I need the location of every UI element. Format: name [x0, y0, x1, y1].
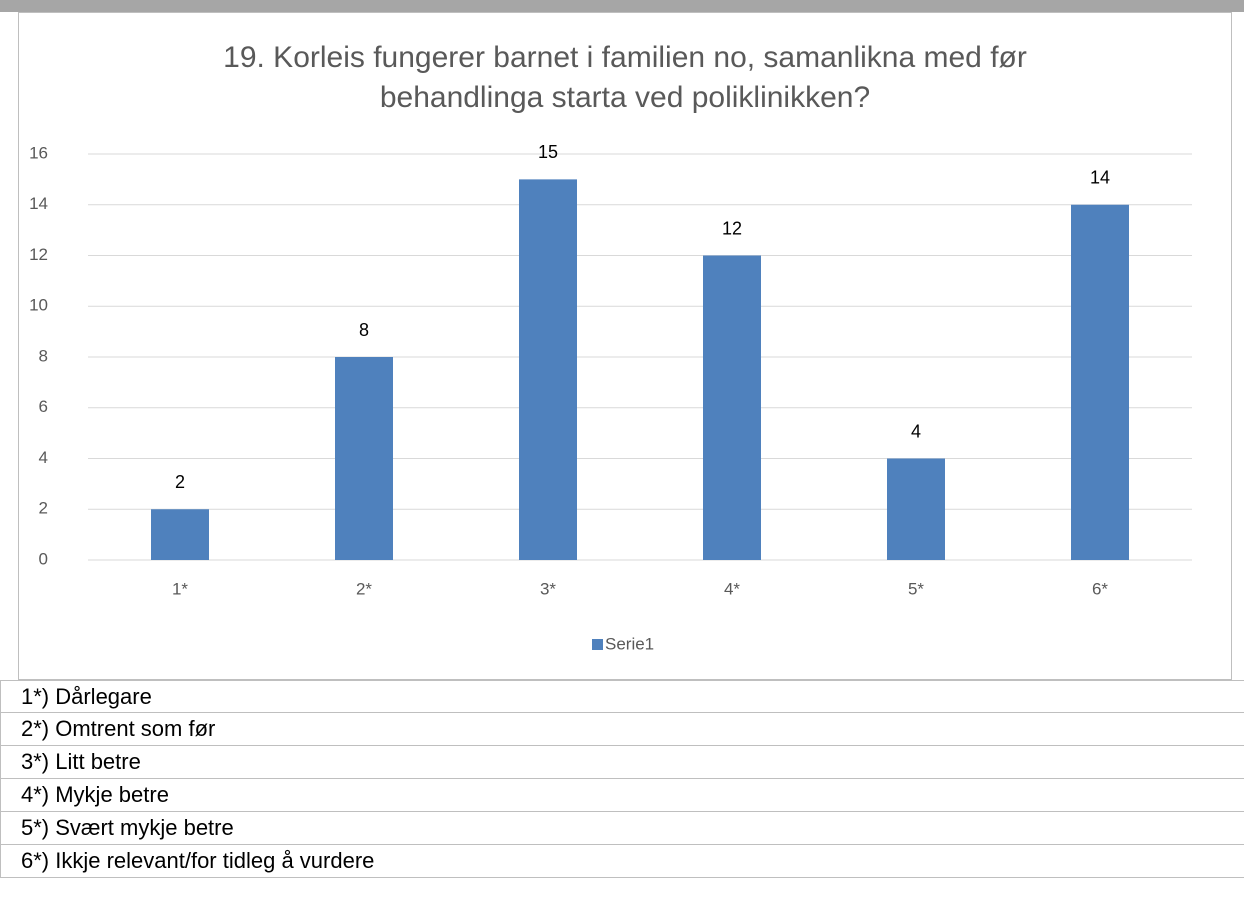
y-tick-label: 14 [29, 194, 48, 213]
note-row: 4*) Mykje betre [0, 779, 1244, 812]
x-tick-label: 5* [908, 579, 924, 598]
x-tick-label: 1* [172, 579, 188, 598]
bar [151, 509, 209, 560]
note-row: 1*) Dårlegare [0, 680, 1244, 713]
bar [703, 255, 761, 560]
data-label: 8 [359, 320, 369, 340]
notes-table: 1*) Dårlegare 2*) Omtrent som før 3*) Litt… [0, 680, 1244, 878]
chart-title: 19. Korleis fungerer barnet i familien n… [223, 41, 1027, 114]
data-label: 12 [722, 218, 742, 238]
data-label: 4 [911, 421, 921, 441]
x-tick-label: 6* [1092, 579, 1108, 598]
note-row: 6*) Ikkje relevant/for tidleg å vurdere [0, 845, 1244, 878]
x-tick-label: 2* [356, 579, 372, 598]
y-tick-label: 0 [39, 549, 48, 568]
note-row: 2*) Omtrent som før [0, 713, 1244, 746]
y-tick-label: 12 [29, 245, 48, 264]
bar [335, 357, 393, 560]
bar [887, 458, 945, 560]
y-tick-label: 4 [39, 448, 48, 467]
legend-label: Serie1 [605, 634, 654, 653]
bar [1071, 204, 1129, 560]
x-tick-label: 4* [724, 579, 740, 598]
y-tick-label: 2 [39, 499, 48, 518]
y-tick-label: 8 [39, 346, 48, 365]
bar [519, 179, 577, 560]
note-row: 5*) Svært mykje betre [0, 812, 1244, 845]
chart: 0 2 4 6 8 10 12 14 16 1* 2 2* 8 3* 15 4* 12 5* 4 6* 14 Serie1 [0, 0, 1244, 680]
data-label: 15 [538, 142, 558, 162]
chart-frame [18, 12, 1232, 680]
data-label: 14 [1090, 168, 1110, 188]
y-tick-label: 6 [39, 397, 48, 416]
y-tick-label: 16 [29, 143, 48, 162]
legend-swatch [592, 639, 603, 650]
note-row: 3*) Litt betre [0, 746, 1244, 779]
y-tick-label: 10 [29, 296, 48, 315]
data-label: 2 [175, 472, 185, 492]
top-bar [0, 0, 1244, 12]
x-tick-label: 3* [540, 579, 556, 598]
